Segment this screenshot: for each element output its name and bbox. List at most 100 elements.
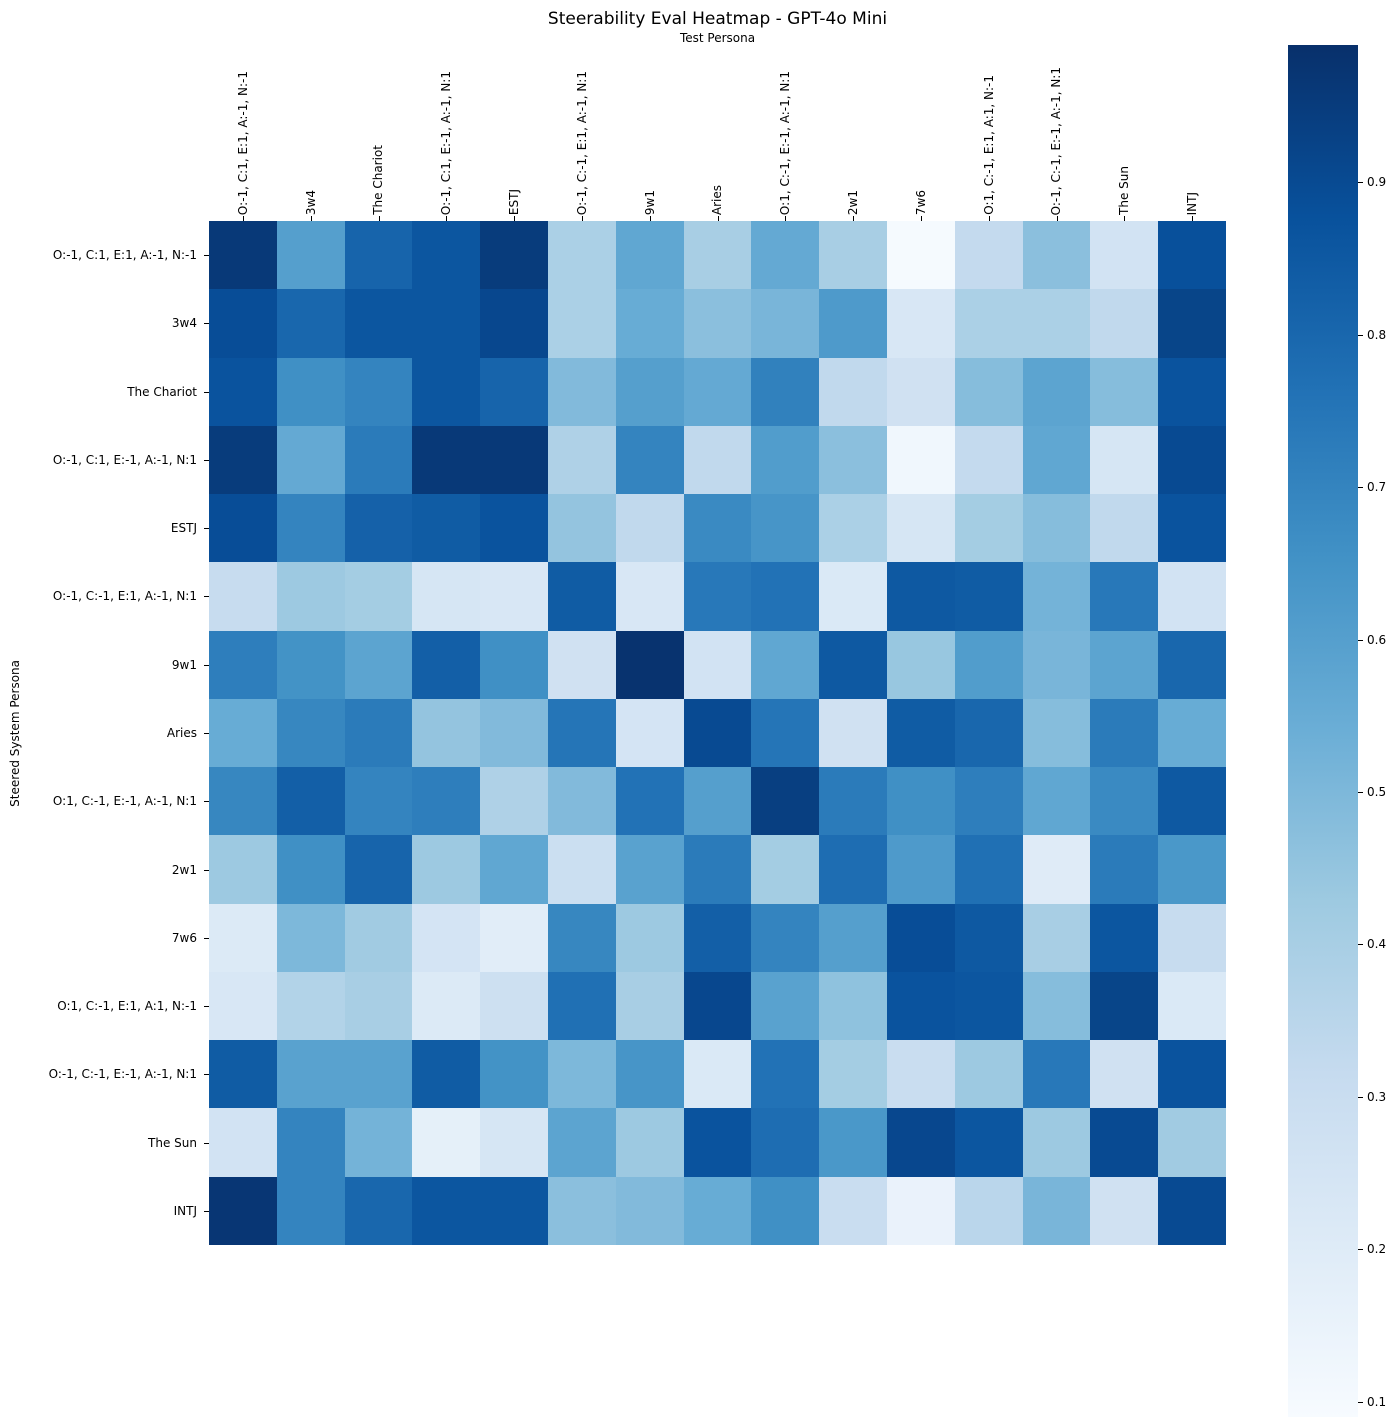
heatmap-cell: [480, 562, 548, 631]
heatmap-cell: [954, 1108, 1023, 1177]
column-tick-mark: [310, 216, 312, 221]
heatmap-cell: [751, 835, 820, 904]
heatmap-cell: [209, 903, 277, 972]
row-label: O:-1, C:1, E:1, A:-1, N:-1: [52, 248, 197, 263]
heatmap-cell: [954, 698, 1023, 768]
heatmap-cell: [615, 1176, 684, 1245]
heatmap-cell: [1158, 1108, 1226, 1177]
heatmap-cell: [683, 357, 752, 426]
column-label: O:-1, C:-1, E:1, A:-1, N:1: [548, 38, 616, 215]
column-label-text: The Sun: [1117, 166, 1132, 215]
heatmap-cell: [819, 425, 887, 495]
column-tick-mark: [785, 216, 787, 221]
heatmap-cell: [887, 630, 955, 699]
row-tick-mark: [204, 528, 209, 530]
heatmap-cell: [412, 630, 481, 699]
heatmap-cell: [480, 425, 548, 495]
heatmap-cell: [1090, 1108, 1159, 1177]
heatmap-cell: [819, 698, 887, 768]
heatmap-cell: [480, 698, 548, 768]
column-tick-mark: [1056, 216, 1058, 221]
colorbar-tick-label: 0.6: [1367, 632, 1387, 647]
column-label-text: 3w4: [303, 189, 318, 215]
heatmap-cell: [751, 903, 820, 972]
heatmap-cell: [276, 1040, 345, 1109]
heatmap-cell: [548, 1040, 616, 1109]
heatmap-cell: [615, 562, 684, 631]
heatmap-cell: [276, 698, 345, 768]
heatmap-cell: [615, 425, 684, 495]
colorbar-tick-mark: [1358, 487, 1363, 489]
column-label-text: 7w6: [913, 189, 928, 215]
column-tick-mark: [920, 216, 922, 221]
heatmap-cell: [615, 357, 684, 426]
heatmap-cell: [1090, 835, 1159, 904]
row-tick-mark: [204, 459, 209, 461]
heatmap-cell: [209, 1040, 277, 1109]
heatmap-cell: [344, 289, 413, 358]
heatmap-cell: [954, 767, 1023, 836]
heatmap-cell: [480, 289, 548, 358]
heatmap-cell: [412, 1040, 481, 1109]
heatmap-cell: [209, 1176, 277, 1245]
row-label: O:-1, C:-1, E:1, A:-1, N:1: [52, 589, 197, 604]
heatmap-cell: [751, 767, 820, 836]
heatmap-cell: [548, 562, 616, 631]
heatmap-cell: [751, 630, 820, 699]
heatmap-cell: [412, 425, 481, 495]
heatmap-cell: [344, 425, 413, 495]
heatmap-cell: [683, 1176, 752, 1245]
heatmap-cell: [819, 903, 887, 972]
column-tick-mark: [1124, 216, 1126, 221]
heatmap-cell: [819, 357, 887, 426]
heatmap-cell: [819, 221, 887, 290]
heatmap-cell: [412, 698, 481, 768]
heatmap-cell: [1090, 698, 1159, 768]
heatmap-cell: [344, 903, 413, 972]
chart-title: Steerability Eval Heatmap - GPT-4o Mini: [547, 9, 888, 29]
column-label: O:-1, C:-1, E:-1, A:-1, N:1: [1023, 38, 1091, 215]
column-label: O:1, C:-1, E:-1, A:-1, N:1: [751, 38, 819, 215]
heatmap-cell: [819, 835, 887, 904]
heatmap-cell: [1090, 289, 1159, 358]
heatmap-cell: [751, 494, 820, 563]
colorbar-tick-label: 0.5: [1367, 784, 1387, 799]
heatmap-cell: [1022, 221, 1091, 290]
heatmap-cell: [887, 835, 955, 904]
heatmap-cell: [615, 289, 684, 358]
heatmap-cell: [683, 1108, 752, 1177]
column-label-text: 9w1: [642, 189, 657, 215]
heatmap-cell: [751, 971, 820, 1041]
heatmap-cell: [683, 903, 752, 972]
heatmap-cell: [683, 971, 752, 1041]
heatmap-cell: [548, 357, 616, 426]
heatmap-cell: [1090, 562, 1159, 631]
heatmap-cell: [751, 221, 820, 290]
column-label-text: O:1, C:-1, E:-1, A:-1, N:1: [778, 70, 793, 215]
heatmap-cell: [480, 903, 548, 972]
heatmap-cell: [209, 835, 277, 904]
heatmap-cell: [615, 221, 684, 290]
row-label: O:1, C:-1, E:1, A:1, N:-1: [57, 999, 197, 1014]
heatmap-cell: [276, 562, 345, 631]
heatmap-cell: [480, 1108, 548, 1177]
heatmap-cell: [412, 357, 481, 426]
colorbar-tick-label: 0.4: [1367, 937, 1387, 952]
heatmap-cell: [1158, 494, 1226, 563]
heatmap-cell: [1158, 903, 1226, 972]
heatmap-cell: [412, 221, 481, 290]
row-label: O:-1, C:1, E:-1, A:-1, N:1: [52, 452, 197, 467]
column-label-text: INTJ: [1185, 191, 1200, 215]
row-label: ESTJ: [170, 521, 197, 536]
heatmap-cell: [276, 1176, 345, 1245]
heatmap-cell: [819, 1108, 887, 1177]
heatmap-cell: [276, 357, 345, 426]
heatmap-cell: [1022, 289, 1091, 358]
column-tick-mark: [514, 216, 516, 221]
heatmap-cell: [683, 221, 752, 290]
heatmap-cell: [819, 630, 887, 699]
heatmap-cell: [954, 1040, 1023, 1109]
heatmap-cell: [615, 630, 684, 699]
heatmap-cell: [819, 1176, 887, 1245]
heatmap-cell: [344, 1040, 413, 1109]
